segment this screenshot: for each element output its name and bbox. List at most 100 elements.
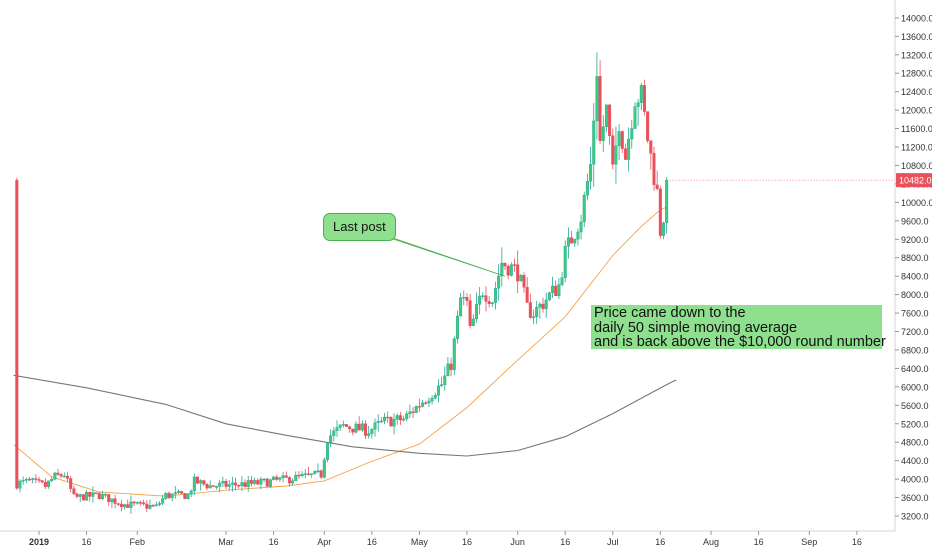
last-post-callout: Last post: [323, 213, 396, 241]
candle-body: [614, 145, 618, 165]
candle-body: [497, 275, 501, 289]
candle-body: [31, 478, 35, 480]
y-tick-label: 8400.0: [901, 272, 929, 282]
candles: [15, 52, 669, 514]
candle-body: [440, 384, 444, 387]
candle-body: [154, 504, 158, 506]
candle-body: [265, 478, 269, 487]
candle-body: [43, 481, 47, 487]
candle-body: [519, 275, 523, 282]
candle-body: [135, 502, 139, 504]
candle-body: [72, 488, 76, 495]
candle-body: [535, 307, 539, 317]
candle-body: [465, 297, 469, 301]
x-tick-label: 16: [269, 537, 279, 547]
candle-body: [395, 415, 399, 420]
moving-averages: [13, 206, 677, 497]
candle-body: [620, 131, 624, 149]
candle-body: [332, 430, 336, 436]
candle-body: [237, 485, 241, 487]
candle-body: [633, 106, 637, 129]
candle-body: [351, 428, 355, 433]
candle-body: [78, 494, 82, 497]
candle-body: [110, 498, 114, 503]
candle-body: [40, 480, 44, 483]
candle-body: [433, 395, 437, 399]
candle-body: [655, 184, 659, 190]
candle-body: [538, 303, 542, 308]
candle-body: [522, 275, 526, 288]
candle-body: [34, 478, 38, 480]
candle-body: [281, 475, 285, 479]
candle-body: [253, 480, 257, 484]
candle-body: [617, 131, 621, 147]
candle-body: [180, 491, 184, 494]
y-tick-label: 13200.0: [901, 50, 932, 60]
y-tick-label: 3200.0: [901, 512, 929, 522]
y-tick-label: 5600.0: [901, 401, 929, 411]
candle-body: [341, 424, 345, 426]
candle-body: [354, 423, 358, 433]
candle-body: [322, 459, 326, 478]
candle-body: [104, 494, 108, 496]
candle-body: [256, 480, 260, 485]
candle-body: [291, 480, 295, 484]
candle-body: [516, 264, 520, 282]
x-tick-label: 16: [655, 537, 665, 547]
last-post-text: Last post: [333, 219, 386, 234]
candle-body: [658, 188, 662, 236]
x-tick-label: Feb: [130, 537, 146, 547]
candle-body: [278, 477, 282, 480]
x-tick-label: 16: [560, 537, 570, 547]
candle-body: [268, 479, 272, 487]
candle-body: [551, 285, 555, 294]
candle-body: [642, 85, 646, 112]
candle-body: [142, 502, 146, 505]
candle-body: [69, 478, 73, 489]
candle-body: [195, 476, 199, 484]
candle-body: [59, 474, 63, 477]
candle-body: [414, 406, 418, 413]
candle-body: [383, 416, 387, 422]
candle-body: [316, 470, 320, 472]
candle-body: [249, 480, 253, 484]
candle-body: [481, 295, 485, 297]
candle-body: [386, 416, 390, 419]
candle-body: [310, 473, 314, 475]
candle-body: [462, 297, 466, 299]
candle-body: [579, 221, 583, 233]
candle-body: [449, 363, 453, 370]
candle-body: [630, 128, 634, 140]
candle-body: [560, 277, 564, 285]
candle-body: [91, 492, 95, 497]
candle-body: [525, 287, 529, 303]
candle-body: [370, 429, 374, 434]
candle-body: [541, 303, 545, 310]
candle-body: [503, 262, 507, 267]
candle-body: [183, 493, 187, 499]
candle-body: [176, 491, 180, 493]
candle-body: [424, 402, 428, 405]
candle-body: [398, 415, 402, 421]
candle-body: [446, 363, 450, 377]
candle-body: [94, 492, 98, 494]
y-tick-label: 7600.0: [901, 309, 929, 319]
candle-body: [443, 375, 447, 385]
candle-body: [234, 482, 238, 486]
candle-body: [582, 194, 586, 223]
candle-body: [15, 179, 19, 489]
candle-body: [563, 246, 567, 278]
last-price-label: 10482.0: [899, 176, 932, 186]
candle-body: [211, 485, 215, 487]
candle-body: [509, 264, 513, 276]
candle-body: [151, 505, 155, 507]
candle-body: [85, 492, 89, 501]
candle-body: [132, 501, 136, 504]
candle-body: [452, 338, 456, 370]
candle-body: [554, 285, 558, 297]
candle-body: [493, 288, 497, 303]
candle-body: [478, 295, 482, 305]
price-comment-box: Price came down to the daily 50 simple m…: [591, 305, 886, 349]
